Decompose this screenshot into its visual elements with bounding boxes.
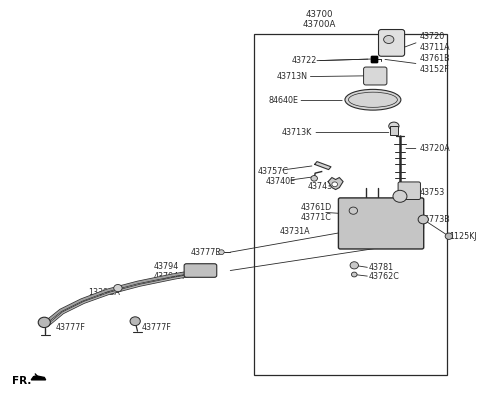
- FancyBboxPatch shape: [379, 30, 405, 56]
- Text: 43731A: 43731A: [280, 227, 310, 236]
- Text: 84640E: 84640E: [268, 96, 299, 105]
- Circle shape: [130, 317, 140, 326]
- Text: 1125KJ: 1125KJ: [449, 232, 477, 241]
- Ellipse shape: [389, 122, 399, 130]
- Circle shape: [38, 317, 50, 328]
- Ellipse shape: [384, 36, 394, 43]
- FancyBboxPatch shape: [398, 182, 420, 200]
- Text: 43761B
43152F: 43761B 43152F: [420, 54, 450, 73]
- Text: 43713N: 43713N: [276, 72, 308, 81]
- Circle shape: [311, 176, 317, 181]
- Text: 43794
43794A: 43794 43794A: [154, 262, 185, 281]
- Text: 43753: 43753: [420, 188, 445, 197]
- Text: 43722: 43722: [291, 56, 317, 65]
- Text: 43777F: 43777F: [141, 324, 171, 332]
- Circle shape: [349, 207, 358, 214]
- Text: 43743D: 43743D: [308, 182, 339, 191]
- Polygon shape: [328, 178, 343, 190]
- Bar: [390, 126, 397, 135]
- Circle shape: [332, 182, 337, 187]
- Circle shape: [418, 215, 428, 224]
- Text: 43740E: 43740E: [266, 177, 296, 186]
- Circle shape: [393, 190, 407, 202]
- Circle shape: [351, 272, 357, 277]
- Text: 43757C: 43757C: [258, 167, 289, 176]
- Bar: [254, 34, 447, 375]
- Text: 43761D
43771C: 43761D 43771C: [300, 203, 332, 222]
- Text: 43700
43700A: 43700 43700A: [302, 10, 336, 30]
- Text: 43762C: 43762C: [368, 272, 399, 280]
- Circle shape: [350, 262, 359, 269]
- Text: 46773B: 46773B: [420, 215, 450, 224]
- Text: 43713K: 43713K: [282, 128, 312, 137]
- Text: 43720
43711A: 43720 43711A: [420, 32, 450, 51]
- Circle shape: [445, 233, 453, 239]
- Circle shape: [218, 250, 224, 255]
- Text: 43777B: 43777B: [190, 248, 221, 257]
- Text: FR.: FR.: [12, 376, 31, 386]
- Polygon shape: [31, 376, 46, 380]
- Text: 1339GA: 1339GA: [89, 288, 120, 296]
- Circle shape: [114, 284, 122, 292]
- Text: 43781: 43781: [368, 263, 394, 272]
- Text: 43720A: 43720A: [420, 144, 450, 153]
- FancyBboxPatch shape: [184, 264, 217, 277]
- Text: 43777F: 43777F: [56, 324, 86, 332]
- FancyBboxPatch shape: [363, 67, 387, 85]
- Polygon shape: [315, 162, 331, 170]
- FancyBboxPatch shape: [338, 198, 424, 249]
- Ellipse shape: [345, 89, 401, 110]
